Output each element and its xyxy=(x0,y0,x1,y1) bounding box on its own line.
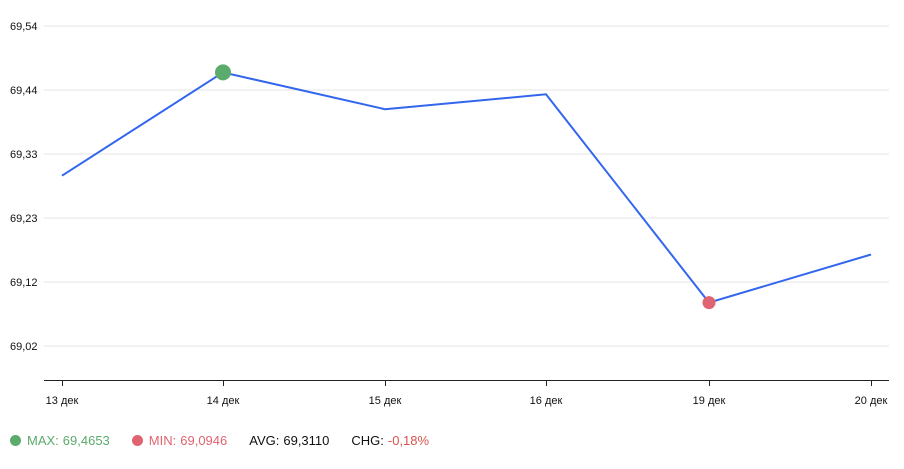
y-tick-label: 69,02 xyxy=(10,341,38,353)
y-tick-label: 69,23 xyxy=(10,213,38,225)
legend-avg-value: 69,3110 xyxy=(283,432,330,448)
legend-min-value: 69,0946 xyxy=(180,432,228,448)
x-tick-label: 16 дек xyxy=(530,395,563,407)
legend-max-value: 69,4653 xyxy=(62,432,110,448)
x-tick-label: 20 дек xyxy=(855,395,888,407)
x-tick-label: 14 дек xyxy=(207,395,240,407)
series-line xyxy=(61,71,872,304)
x-tick-label: 13 дек xyxy=(46,395,79,407)
y-tick-label: 69,12 xyxy=(10,277,38,289)
x-tick-label: 15 дек xyxy=(369,395,402,407)
max-dot-icon xyxy=(10,434,21,446)
min-point-marker xyxy=(702,296,716,310)
legend-chg-value: -0,18% xyxy=(387,432,430,448)
x-tick-label: 19 дек xyxy=(693,395,726,407)
legend-avg-label: AVG: xyxy=(249,432,280,448)
legend-min: MIN: 69,0946 xyxy=(131,432,228,448)
max-point-marker xyxy=(215,64,231,81)
legend-min-label: MIN: xyxy=(148,432,177,448)
y-tick-label: 69,54 xyxy=(10,21,38,33)
y-tick-label: 69,33 xyxy=(10,149,38,161)
legend-max: MAX: 69,4653 xyxy=(10,433,110,448)
legend-avg: AVG: 69,3110 xyxy=(249,433,329,448)
legend-chg: CHG: -0,18% xyxy=(351,433,429,448)
legend-chg-label: CHG: xyxy=(351,432,384,448)
min-dot-icon xyxy=(131,434,143,446)
legend-max-label: MAX: xyxy=(27,432,59,448)
chart-legend: MAX: 69,4653 MIN: 69,0946 AVG: 69,3110 C… xyxy=(10,430,451,450)
y-tick-label: 69,44 xyxy=(10,85,38,97)
